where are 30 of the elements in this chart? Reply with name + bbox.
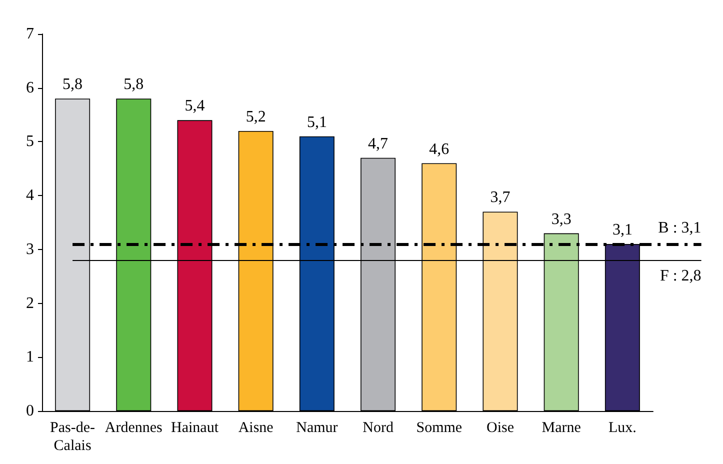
data-label: 5,2 xyxy=(246,108,266,126)
data-label: 5,1 xyxy=(306,114,327,131)
x-tick-label: Somme xyxy=(416,420,462,436)
x-tick-label: Aisne xyxy=(238,420,274,436)
y-tick-label: 4 xyxy=(26,187,34,204)
x-tick-label: Namur xyxy=(296,420,338,436)
ref-line-label: F : 2,8 xyxy=(660,268,702,285)
x-tick-label: Oise xyxy=(486,420,514,436)
x-tick-label: Nord xyxy=(362,420,394,436)
x-tick-label: Marne xyxy=(542,420,582,436)
data-label: 5,4 xyxy=(184,98,205,115)
ref-line-label: B : 3,1 xyxy=(658,220,702,237)
data-label: 4,7 xyxy=(368,135,388,152)
y-tick-label: 1 xyxy=(26,348,34,366)
y-tick-label: 0 xyxy=(26,402,34,420)
x-tick-label: Ardennes xyxy=(104,420,163,436)
data-label: 3,3 xyxy=(551,210,572,228)
x-tick-label: Pas-de-Calais xyxy=(50,420,96,454)
x-tick-label: Hainaut xyxy=(171,420,220,436)
y-tick-label: 2 xyxy=(26,294,34,312)
x-tick-label: Lux. xyxy=(608,420,636,436)
y-tick-label: 5 xyxy=(26,133,34,150)
data-label: 3,7 xyxy=(490,189,510,206)
data-label: 5,8 xyxy=(62,76,83,94)
y-tick-label: 6 xyxy=(26,79,34,96)
y-tick-label: 7 xyxy=(26,26,34,42)
y-tick-label: 3 xyxy=(26,240,34,258)
data-label: 3,1 xyxy=(612,222,632,239)
data-label: 4,6 xyxy=(429,140,450,158)
data-label: 5,8 xyxy=(124,76,144,94)
